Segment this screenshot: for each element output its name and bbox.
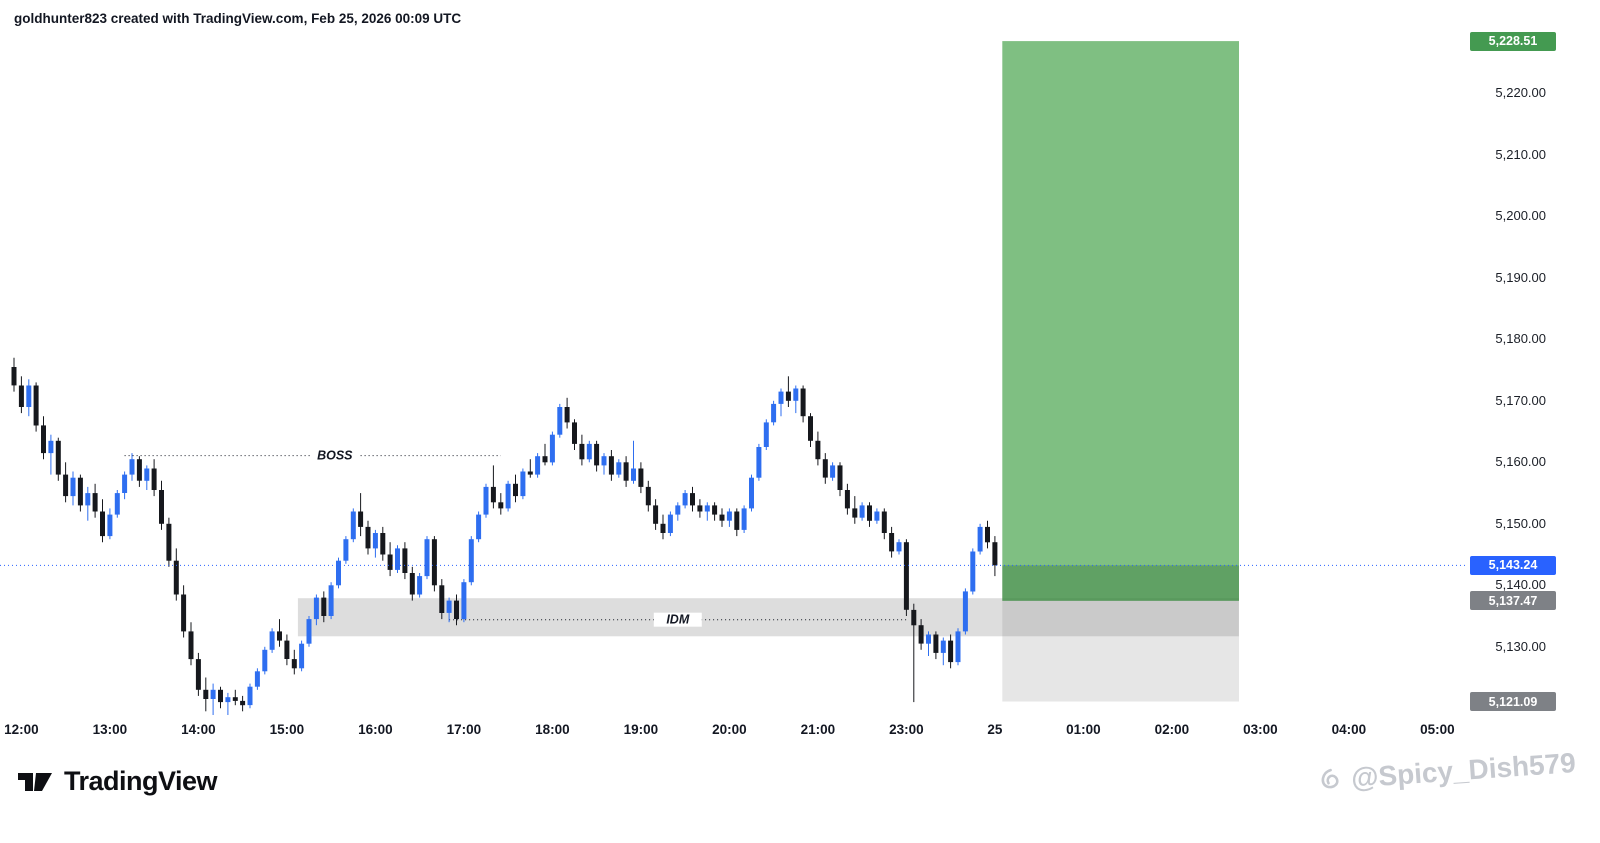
time-axis-label: 19:00 (623, 722, 659, 737)
time-axis-label: 14:00 (181, 722, 216, 737)
price-axis-label: 5,170.00 (1495, 392, 1546, 408)
price-axis-label: 5,220.00 (1495, 85, 1546, 101)
time-axis-label: 01:00 (1066, 722, 1101, 737)
boss-label: BOSS (317, 449, 353, 463)
attribution-text: goldhunter823 created with TradingView.c… (14, 11, 462, 26)
idm-label: IDM (666, 613, 690, 627)
watermark-handle: @Spicy_Dish579 (1350, 747, 1577, 794)
current-price-badge: 5,143.24 (1470, 555, 1556, 575)
boss-label-bg (310, 448, 359, 463)
time-axis-label: 15:00 (269, 722, 305, 737)
time-axis-label: 13:00 (92, 722, 128, 737)
time-axis-label: 04:00 (1331, 722, 1367, 737)
tradingview-mark-icon (18, 772, 52, 791)
price-axis-label: 5,150.00 (1495, 515, 1546, 531)
price-axis-label: 5,140.00 (1495, 577, 1546, 593)
price-axis-label: 5,160.00 (1495, 454, 1546, 470)
time-axis-label: 21:00 (800, 722, 836, 737)
chart-canvas[interactable]: BOSS IDM (0, 0, 1468, 715)
price-axis-label: 5,190.00 (1495, 269, 1546, 285)
time-axis-label: 25 (987, 722, 1003, 737)
time-axis-label: 16:00 (358, 722, 393, 737)
time-axis[interactable]: 12:00 13:00 14:00 15:00 16:00 17:00 18:00 19:00… (0, 715, 1600, 747)
idm-label-bg (653, 612, 702, 627)
position-profit-zone[interactable] (1002, 41, 1239, 601)
time-axis-label: 17:00 (446, 722, 482, 737)
target-price-badge: 5,228.51 (1470, 31, 1556, 51)
candles-layer: BOSS IDM (0, 41, 1468, 715)
time-axis-label: 20:00 (712, 722, 747, 737)
price-axis[interactable]: 5,220.00 5,210.00 5,200.00 5,190.00 5,180.00… (1468, 0, 1600, 715)
author-watermark: @Spicy_Dish579 (1316, 747, 1577, 797)
stop-price-badge: 5,121.09 (1470, 692, 1556, 711)
price-axis-label: 5,200.00 (1495, 208, 1546, 224)
price-axis-label: 5,180.00 (1495, 331, 1546, 347)
tradingview-logo[interactable]: TradingView (18, 766, 218, 797)
entry-price-badge: 5,137.47 (1470, 591, 1556, 611)
price-axis-label: 5,210.00 (1495, 146, 1546, 162)
price-axis-label: 5,130.00 (1495, 638, 1546, 654)
time-axis-label: 18:00 (535, 722, 570, 737)
position-filled-profit (1002, 565, 1239, 601)
brand-name: TradingView (64, 766, 218, 796)
position-stop-zone[interactable] (1002, 600, 1239, 702)
time-axis-label: 03:00 (1243, 722, 1278, 737)
time-axis-label: 05:00 (1420, 722, 1455, 737)
time-axis-label: 02:00 (1154, 722, 1190, 737)
candlestick-plot: BOSS IDM (0, 41, 1468, 715)
time-axis-label: 23:00 (889, 722, 924, 737)
time-axis-label: 12:00 (4, 722, 39, 737)
signature-scribble-icon (1321, 768, 1339, 789)
